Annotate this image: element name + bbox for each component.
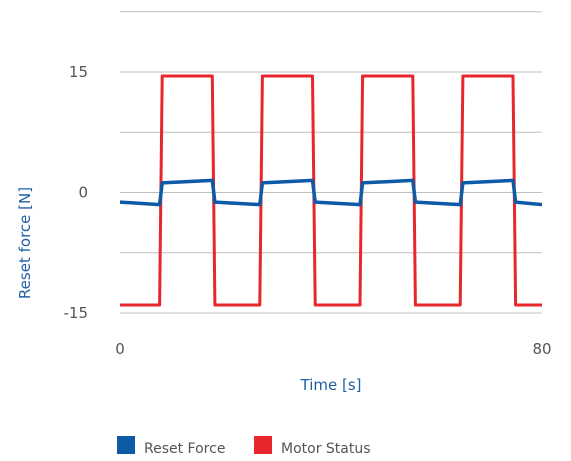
- y-tick-label: 15: [69, 63, 88, 81]
- x-axis-ticks: 0 80: [115, 340, 551, 358]
- x-axis-label: Time [s]: [300, 376, 362, 394]
- grid-lines: [120, 11, 542, 314]
- y-axis-label: Reset force [N]: [16, 187, 34, 299]
- legend: Reset Force Motor Status: [117, 436, 371, 457]
- series-lines: [119, 74, 543, 307]
- y-tick-label: -15: [64, 304, 89, 322]
- legend-label-reset-force: Reset Force: [144, 441, 225, 457]
- series-line-reset-force: [119, 178, 543, 207]
- y-tick-label: 0: [78, 184, 88, 202]
- x-tick-label: 0: [115, 340, 125, 358]
- legend-label-motor-status: Motor Status: [281, 441, 371, 457]
- legend-swatch-reset-force: [117, 436, 135, 454]
- y-axis-ticks: 15 0 -15: [64, 63, 89, 322]
- legend-swatch-motor-status: [254, 436, 272, 454]
- x-tick-label: 80: [532, 340, 551, 358]
- series-line-motor-status: [120, 74, 542, 307]
